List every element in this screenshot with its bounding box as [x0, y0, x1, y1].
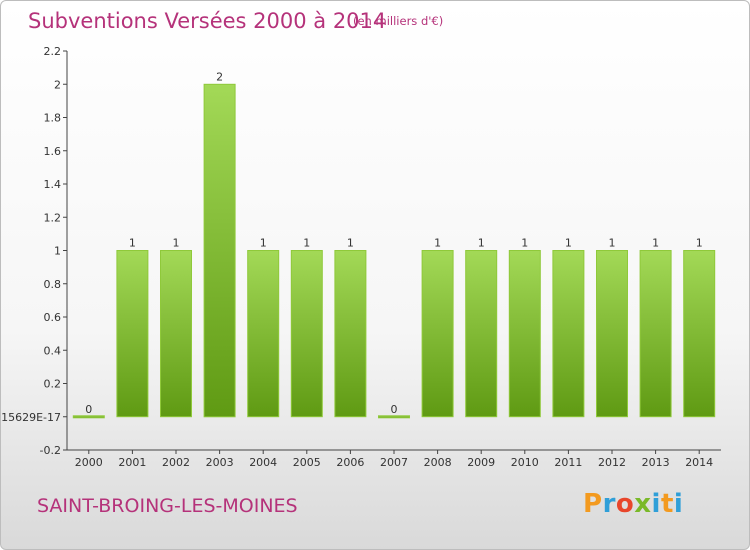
proxiti-logo: Proxiti [583, 489, 684, 519]
y-tick-label: 1.4 [44, 178, 62, 191]
bar-value-label: 1 [173, 237, 180, 250]
bar-value-label: 1 [478, 237, 485, 250]
bar [247, 250, 280, 418]
x-tick-label: 2001 [118, 456, 146, 469]
x-tick-label: 2011 [554, 456, 582, 469]
bar-value-label: 1 [434, 237, 441, 250]
bar [160, 250, 192, 418]
bar [683, 250, 716, 418]
x-tick-label: 2003 [206, 456, 234, 469]
bar [465, 250, 498, 418]
bar [421, 250, 454, 418]
bar [639, 250, 672, 418]
bar-value-label: 2 [216, 70, 223, 83]
bar-value-label: 1 [129, 237, 136, 250]
y-tick-label: 1 [54, 245, 61, 258]
x-tick-label: 2004 [249, 456, 277, 469]
x-tick-label: 2014 [685, 456, 713, 469]
bar-value-label: 1 [303, 237, 310, 250]
bar-value-label: 1 [609, 237, 616, 250]
bar-value-label: 0 [85, 403, 92, 416]
bar [203, 83, 236, 418]
x-tick-label: 2009 [467, 456, 495, 469]
x-tick-label: 2008 [424, 456, 452, 469]
x-tick-label: 2005 [293, 456, 321, 469]
commune-name: SAINT-BROING-LES-MOINES [37, 495, 298, 517]
x-tick-label: 2002 [162, 456, 190, 469]
bar [334, 250, 367, 418]
x-tick-label: 2013 [642, 456, 670, 469]
y-tick-label: 0.2 [44, 378, 62, 391]
y-tick-label: 1.8 [44, 112, 62, 125]
y-tick-label: 1.2 [44, 211, 62, 224]
bar [72, 415, 105, 419]
y-tick-label: 0.4 [44, 344, 62, 357]
x-tick-label: 2010 [511, 456, 539, 469]
bar-value-label: 1 [521, 237, 528, 250]
bar-value-label: 1 [260, 237, 267, 250]
y-tick-label: -0.2 [40, 444, 61, 457]
bar-value-label: 1 [565, 237, 572, 250]
bar [596, 250, 628, 418]
bar [508, 250, 541, 418]
y-tick-label: 1.6 [44, 145, 62, 158]
bar-value-label: 1 [347, 237, 354, 250]
bar-value-label: 1 [652, 237, 659, 250]
bar-value-label: 1 [696, 237, 703, 250]
unit-note: (en milliers d'€) [353, 14, 444, 28]
y-tick-label: 2.2 [44, 45, 62, 58]
y-tick-label: 0.8 [44, 278, 62, 291]
y-tick-label: -1.15629E-17 [1, 411, 61, 424]
x-tick-label: 2006 [336, 456, 364, 469]
chart-title: Subventions Versées 2000 à 2014 [28, 9, 387, 33]
bar [290, 250, 323, 418]
bar [116, 250, 149, 418]
x-tick-label: 2000 [75, 456, 103, 469]
bar [378, 415, 410, 419]
y-tick-label: 2 [54, 78, 61, 91]
x-tick-label: 2007 [380, 456, 408, 469]
y-tick-label: 0.6 [44, 311, 62, 324]
bar [552, 250, 585, 418]
x-tick-label: 2012 [598, 456, 626, 469]
bar-value-label: 0 [391, 403, 398, 416]
